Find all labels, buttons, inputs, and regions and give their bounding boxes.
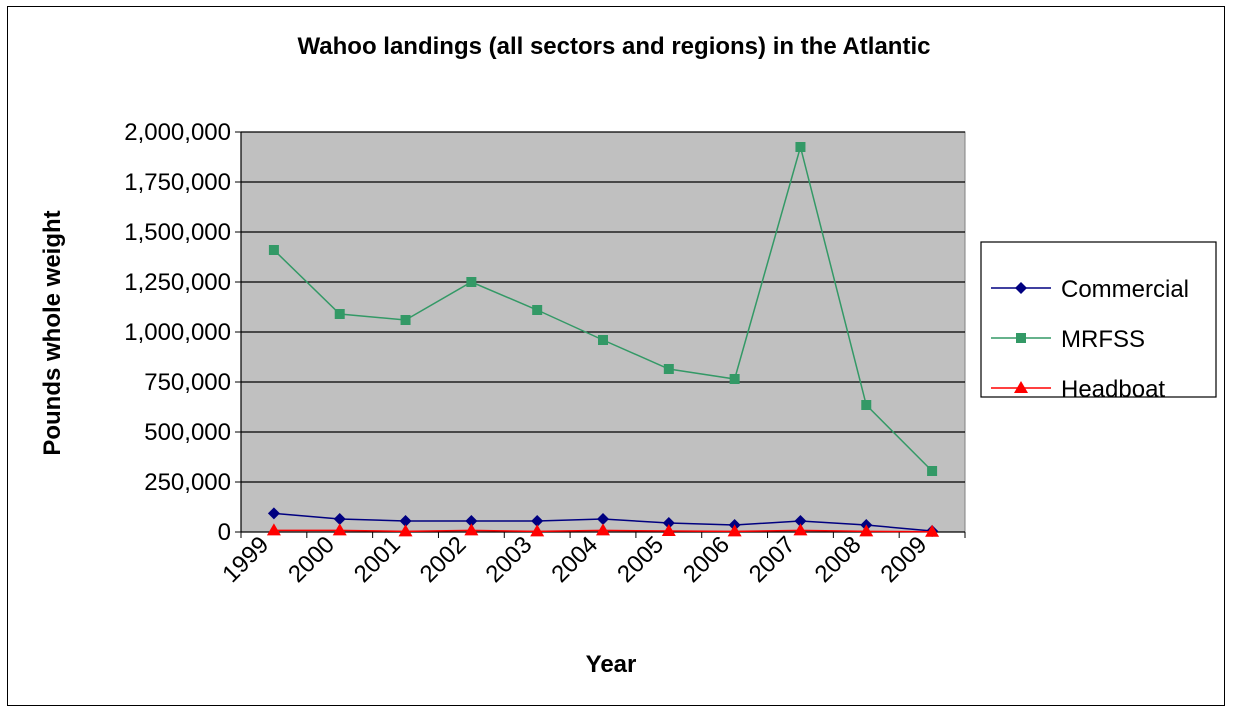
point-headboat-2008 xyxy=(859,524,874,537)
y-tick-label-0: 0 xyxy=(218,519,231,546)
x-tick-label-2007: 2007 xyxy=(744,531,801,588)
y-axis-title: Pounds whole weight xyxy=(39,210,66,455)
x-tick-label-2003: 2003 xyxy=(481,531,538,588)
chart: Wahoo landings (all sectors and regions)… xyxy=(39,33,1217,678)
point-mrfss-2006 xyxy=(729,374,740,384)
legend: Commercial MRFSS Headboat xyxy=(980,241,1217,403)
point-commercial-2005 xyxy=(662,517,675,529)
legend-marker-headboat xyxy=(1014,381,1028,393)
y-tick-label-8: 2,000,000 xyxy=(124,119,231,146)
y-tick-label-2: 500,000 xyxy=(144,419,231,446)
point-headboat-2004 xyxy=(596,523,610,536)
point-headboat-2001 xyxy=(398,524,413,537)
point-headboat-2007 xyxy=(793,523,808,536)
legend-label-headboat: Headboat xyxy=(1061,376,1165,403)
chart-frame: Wahoo landings (all sectors and regions)… xyxy=(7,6,1225,706)
y-tick-label-7: 1,750,000 xyxy=(124,169,231,196)
x-axis-title: Year xyxy=(586,651,637,678)
point-mrfss-2002 xyxy=(466,277,477,287)
y-tick-label-6: 1,500,000 xyxy=(124,219,231,246)
point-mrfss-2004 xyxy=(598,335,608,345)
point-headboat-2002 xyxy=(464,523,479,536)
point-commercial-2004 xyxy=(597,513,609,525)
y-tick-label-5: 1,250,000 xyxy=(124,269,231,296)
x-tick-label-2005: 2005 xyxy=(612,531,669,588)
y-tick-label-1: 250,000 xyxy=(144,469,231,496)
point-headboat-2003 xyxy=(530,524,545,537)
point-commercial-2002 xyxy=(465,515,478,527)
point-headboat-2006 xyxy=(727,524,742,537)
y-tick-label-3: 750,000 xyxy=(144,369,231,396)
point-commercial-1999 xyxy=(267,507,280,520)
x-tick-label-2009: 2009 xyxy=(875,531,932,588)
point-commercial-2003 xyxy=(531,515,544,527)
point-mrfss-2005 xyxy=(663,364,674,374)
point-mrfss-2001 xyxy=(400,315,411,325)
point-mrfss-2000 xyxy=(334,309,345,319)
point-mrfss-2003 xyxy=(532,305,543,315)
y-tick-label-4: 1,000,000 xyxy=(124,319,231,346)
point-headboat-2009 xyxy=(925,524,940,537)
point-mrfss-2009 xyxy=(927,466,938,476)
point-commercial-2001 xyxy=(399,515,412,527)
point-mrfss-2008 xyxy=(861,400,872,410)
point-headboat-2000 xyxy=(332,523,347,536)
x-tick-label-2002: 2002 xyxy=(415,531,472,588)
legend-box xyxy=(980,241,1217,398)
point-mrfss-1999 xyxy=(268,245,279,255)
x-tick-label-2006: 2006 xyxy=(678,531,735,588)
plot-area: 0 250,000 500,000 750,000 1,000,000 1,250,000… xyxy=(124,119,966,588)
x-tick-label-2001: 2001 xyxy=(349,531,406,588)
point-mrfss-2007 xyxy=(795,142,806,152)
legend-marker-mrfss xyxy=(1016,333,1026,343)
chart-title: Wahoo landings (all sectors and regions)… xyxy=(298,33,931,60)
x-tick-label-2004: 2004 xyxy=(546,531,603,588)
point-headboat-1999 xyxy=(266,523,281,536)
legend-label-mrfss: MRFSS xyxy=(1061,326,1145,353)
point-headboat-2005 xyxy=(661,524,676,536)
point-commercial-2000 xyxy=(333,513,346,525)
legend-label-commercial: Commercial xyxy=(1061,276,1189,303)
point-commercial-2007 xyxy=(794,515,807,527)
x-tick-label-2000: 2000 xyxy=(283,531,340,588)
x-tick-label-2008: 2008 xyxy=(810,531,867,588)
legend-marker-commercial xyxy=(1015,282,1027,294)
